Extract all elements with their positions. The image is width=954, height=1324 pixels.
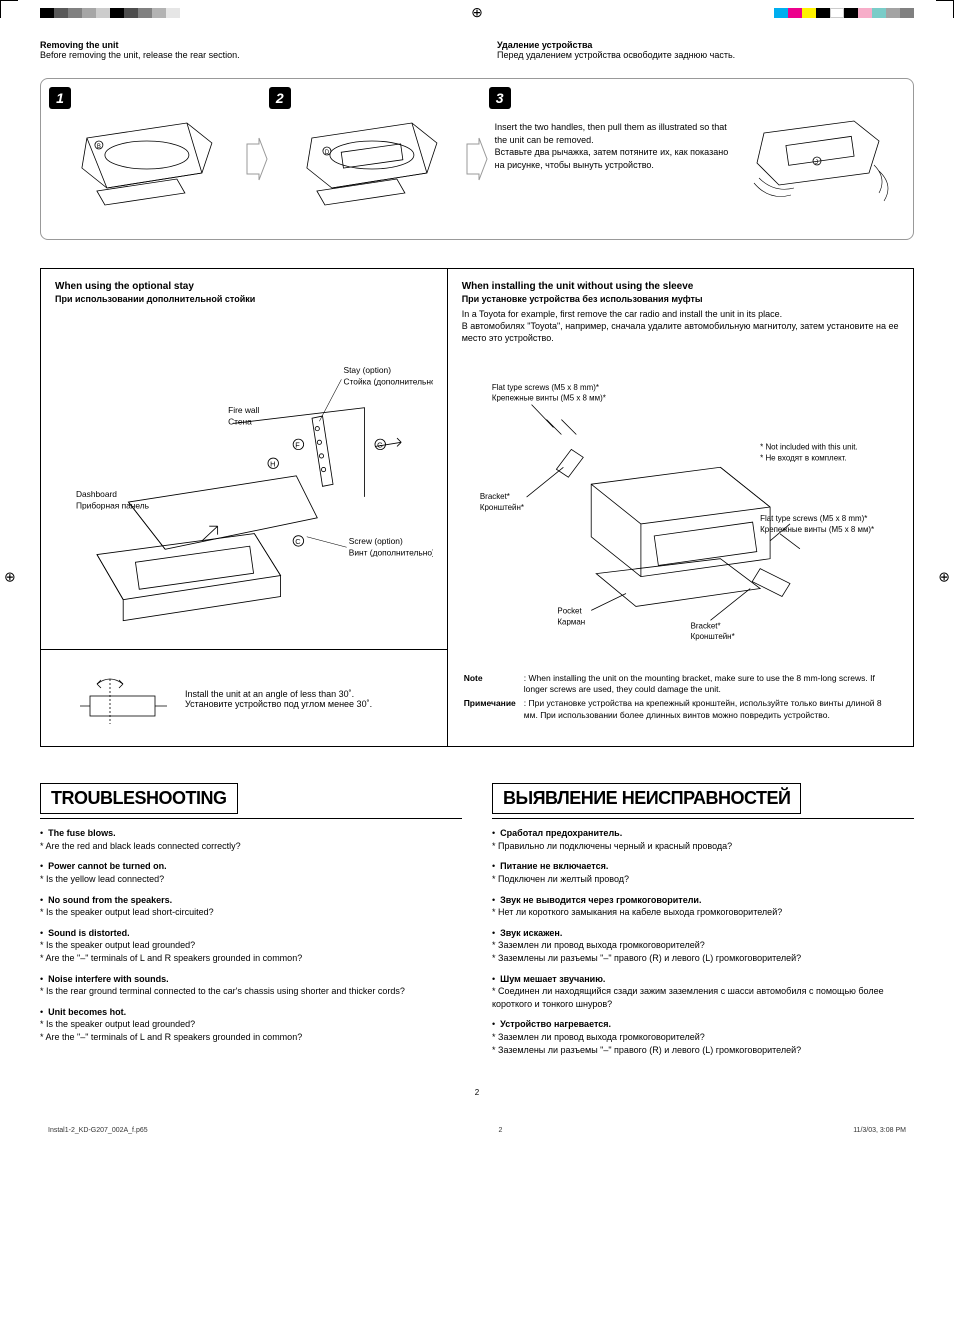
- svg-text:Карман: Карман: [557, 618, 585, 627]
- header-ru-title: Удаление устройства: [497, 40, 914, 50]
- troubleshooting-item: • Sound is distorted.* Is the speaker ou…: [40, 927, 462, 965]
- step-1: 1 B: [55, 93, 239, 225]
- svg-text:Кронштейн*: Кронштейн*: [690, 633, 734, 642]
- svg-text:Flat type screws (M5 x 8 mm)*: Flat type screws (M5 x 8 mm)*: [492, 383, 599, 392]
- troubleshooting-item: • The fuse blows.* Are the red and black…: [40, 827, 462, 852]
- no-sleeve-diagram: Flat type screws (M5 x 8 mm)* Крепежные …: [462, 350, 899, 658]
- note-label-ru: Примечание: [464, 698, 522, 722]
- page-number: 2: [40, 1088, 914, 1097]
- optional-stay-diagram: F G H C Stay (option) Стойка (дополнител…: [55, 308, 433, 633]
- angle-ru: Установите устройство под углом менее 30…: [185, 699, 433, 709]
- troubleshooting-item: • Noise interfere with sounds.* Is the r…: [40, 973, 462, 998]
- arrow-icon: [245, 94, 269, 224]
- removal-steps: 1 B 2: [40, 78, 914, 240]
- troubleshooting-item: • Сработал предохранитель.* Правильно ли…: [492, 827, 914, 852]
- install-right: When installing the unit without using t…: [448, 269, 913, 746]
- svg-text:Fire wall: Fire wall: [228, 405, 259, 415]
- step3-text: Insert the two handles, then pull them a…: [495, 93, 729, 171]
- svg-text:Flat type screws (M5 x 8 mm)*: Flat type screws (M5 x 8 mm)*: [760, 514, 867, 523]
- header-en-title: Removing the unit: [40, 40, 457, 50]
- step-2: 2 D: [275, 93, 459, 225]
- install-box: When using the optional stay При использ…: [40, 268, 914, 747]
- troubleshooting-item: • Питание не включается.* Подключен ли ж…: [492, 860, 914, 885]
- step-number: 3: [489, 87, 511, 109]
- note-label-en: Note: [464, 673, 522, 697]
- imprint-ts: 11/3/03, 3:08 PM: [853, 1127, 906, 1134]
- svg-text:C: C: [295, 537, 301, 546]
- svg-text:B: B: [97, 144, 101, 150]
- svg-text:Pocket: Pocket: [557, 607, 582, 616]
- svg-text:Bracket*: Bracket*: [690, 622, 720, 631]
- svg-text:Крепежные винты (M5 x 8 мм)*: Крепежные винты (M5 x 8 мм)*: [760, 525, 874, 534]
- install-left-title: When using the optional stay: [55, 281, 433, 292]
- svg-text:Стена: Стена: [228, 416, 252, 426]
- svg-text:Кронштейн*: Кронштейн*: [480, 503, 524, 512]
- angle-text: Install the unit at an angle of less tha…: [185, 689, 433, 709]
- svg-text:F: F: [295, 441, 300, 450]
- note-ru: : При установке устройства на крепежный …: [524, 698, 897, 722]
- step1-diagram: B: [55, 93, 239, 223]
- install-right-body: In a Toyota for example, first remove th…: [462, 308, 899, 344]
- troubleshooting-item: • Звук не выводится через громкоговорите…: [492, 894, 914, 919]
- install-left: When using the optional stay При использ…: [41, 269, 448, 746]
- svg-text:Bracket*: Bracket*: [480, 492, 510, 501]
- imprint-file: Instal1-2_KD-G207_002A_f.p65: [48, 1127, 148, 1134]
- troubleshooting-ru-title: ВЫЯВЛЕНИЕ НЕИСПРАВНОСТЕЙ: [492, 783, 801, 814]
- note-en: : When installing the unit on the mounti…: [524, 673, 897, 697]
- troubleshooting-item: • Power cannot be turned on.* Is the yel…: [40, 860, 462, 885]
- svg-text:Винт (дополнительно): Винт (дополнительно): [349, 548, 433, 558]
- step-3: 3 Insert the two handles, then pull them…: [495, 93, 899, 223]
- header-en-body: Before removing the unit, release the re…: [40, 50, 457, 60]
- step3-ru: Вставьте два рычажка, затем потяните их,…: [495, 146, 729, 171]
- angle-en: Install the unit at an angle of less tha…: [185, 689, 433, 699]
- install-note: Note : When installing the unit on the m…: [462, 671, 899, 725]
- step3-diagram: J: [739, 93, 899, 223]
- svg-text:G: G: [377, 441, 383, 450]
- svg-text:Dashboard: Dashboard: [76, 489, 117, 499]
- svg-text:* Not included with this unit.: * Not included with this unit.: [760, 443, 858, 452]
- troubleshooting-item: • Шум мешает звучанию.* Соединен ли нахо…: [492, 973, 914, 1011]
- svg-text:D: D: [325, 150, 330, 156]
- step-number: 1: [49, 87, 71, 109]
- step2-diagram: D: [275, 93, 459, 223]
- header-en: Removing the unit Before removing the un…: [40, 40, 457, 60]
- troubleshooting-en: TROUBLESHOOTING • The fuse blows.* Are t…: [40, 783, 462, 1064]
- svg-text:Крепежные винты (M5 x 8 мм)*: Крепежные винты (M5 x 8 мм)*: [492, 394, 606, 403]
- step-number: 2: [269, 87, 291, 109]
- header-ru-body: Перед удалением устройства освободите за…: [497, 50, 914, 60]
- svg-text:H: H: [270, 459, 275, 468]
- svg-text:Стойка (дополнительно): Стойка (дополнительно): [344, 377, 433, 387]
- troubleshooting-item: • Устройство нагревается.* Заземлен ли п…: [492, 1018, 914, 1056]
- troubleshooting-ru: ВЫЯВЛЕНИЕ НЕИСПРАВНОСТЕЙ • Сработал пред…: [492, 783, 914, 1064]
- svg-text:Stay (option): Stay (option): [344, 365, 392, 375]
- imprint: Instal1-2_KD-G207_002A_f.p65 2 11/3/03, …: [40, 1127, 914, 1134]
- header-ru: Удаление устройства Перед удалением устр…: [497, 40, 914, 60]
- svg-text:Screw (option): Screw (option): [349, 536, 403, 546]
- imprint-pg: 2: [498, 1127, 502, 1134]
- troubleshooting-item: • Звук искажен.* Заземлен ли провод выхо…: [492, 927, 914, 965]
- angle-note: Install the unit at an angle of less tha…: [41, 649, 447, 734]
- step3-en: Insert the two handles, then pull them a…: [495, 121, 729, 146]
- troubleshooting-item: • Unit becomes hot.* Is the speaker outp…: [40, 1006, 462, 1044]
- troubleshooting-row: TROUBLESHOOTING • The fuse blows.* Are t…: [40, 783, 914, 1064]
- troubleshooting-en-title: TROUBLESHOOTING: [40, 783, 238, 814]
- angle-diagram: [55, 664, 175, 734]
- install-right-title-ru: При установке устройства без использован…: [462, 294, 899, 304]
- svg-text:* Не входят в комплект.: * Не входят в комплект.: [760, 454, 846, 463]
- troubleshooting-item: • No sound from the speakers.* Is the sp…: [40, 894, 462, 919]
- svg-text:J: J: [815, 160, 818, 166]
- arrow-icon: [465, 94, 489, 224]
- header-row: Removing the unit Before removing the un…: [40, 40, 914, 60]
- svg-text:Приборная панель: Приборная панель: [76, 500, 150, 510]
- install-right-title: When installing the unit without using t…: [462, 281, 899, 292]
- install-left-title-ru: При использовании дополнительной стойки: [55, 294, 433, 304]
